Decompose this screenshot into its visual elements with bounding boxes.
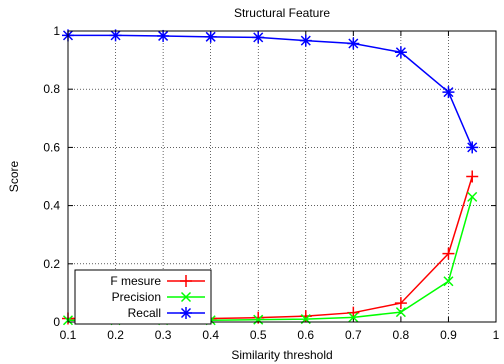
legend: F mesure Precision Recall [74, 269, 212, 325]
x-tick-label: 0.2 [107, 328, 124, 342]
legend-label-recall: Recall [128, 306, 161, 320]
series-line-recall [68, 34, 473, 148]
data-point-precision [443, 276, 454, 287]
x-axis-label: Similarity threshold [231, 348, 332, 362]
data-point-recall [299, 34, 312, 47]
grid-lines [68, 31, 496, 322]
x-tick-label: 0.7 [345, 328, 362, 342]
legend-label-f-mesure: F mesure [110, 274, 161, 288]
x-tick-label: 0.6 [297, 328, 314, 342]
data-point-recall [466, 141, 479, 154]
data-point-precision [253, 314, 264, 325]
plot-frame [67, 30, 497, 323]
data-point-recall [204, 30, 217, 43]
legend-label-precision: Precision [112, 290, 161, 304]
data-point-recall [394, 46, 407, 59]
data-point-f-mesure [394, 297, 407, 310]
data-point-f-mesure [466, 170, 479, 183]
y-axis-label: Score [7, 161, 21, 193]
data-point-precision [348, 312, 359, 323]
legend-marker-precision [180, 291, 192, 303]
y-tick-label: 0.4 [43, 199, 60, 213]
data-point-recall [157, 29, 170, 42]
x-tick-label: 1 [493, 328, 500, 342]
data-point-recall [252, 31, 265, 44]
x-tick-label: 0.5 [250, 328, 267, 342]
y-tick-label: 0.8 [43, 82, 60, 96]
y-tick-label: 1 [53, 24, 60, 38]
x-tick-label: 0.9 [440, 328, 457, 342]
data-point-recall [347, 37, 360, 50]
x-tick-label: 0.3 [155, 328, 172, 342]
data-point-f-mesure [442, 247, 455, 260]
y-tick-label: 0.6 [43, 140, 60, 154]
data-point-recall [109, 29, 122, 42]
data-point-f-mesure [299, 310, 312, 323]
x-tick-label: 0.4 [202, 328, 219, 342]
legend-marker-recall [180, 307, 192, 319]
series-recall [62, 29, 479, 154]
data-point-precision [395, 307, 406, 318]
x-tick-label: 0.1 [60, 328, 77, 342]
y-tick-label: 0.2 [43, 257, 60, 271]
data-point-recall [442, 86, 455, 99]
legend-marker-f-mesure [180, 275, 192, 287]
y-tick-label: 0 [53, 315, 60, 329]
data-point-precision [467, 191, 478, 202]
chart-title: Structural Feature [234, 6, 330, 20]
x-tick-label: 0.8 [393, 328, 410, 342]
